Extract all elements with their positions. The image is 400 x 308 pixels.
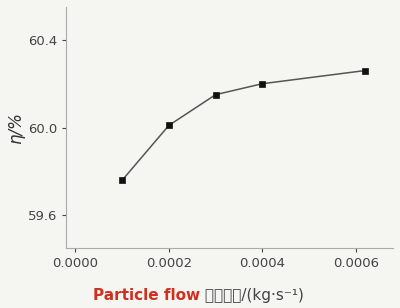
Text: Particle flow: Particle flow <box>93 288 200 303</box>
Text: 额粒流量/(kg·s⁻¹): 额粒流量/(kg·s⁻¹) <box>200 288 304 303</box>
Y-axis label: η/%: η/% <box>7 111 25 144</box>
